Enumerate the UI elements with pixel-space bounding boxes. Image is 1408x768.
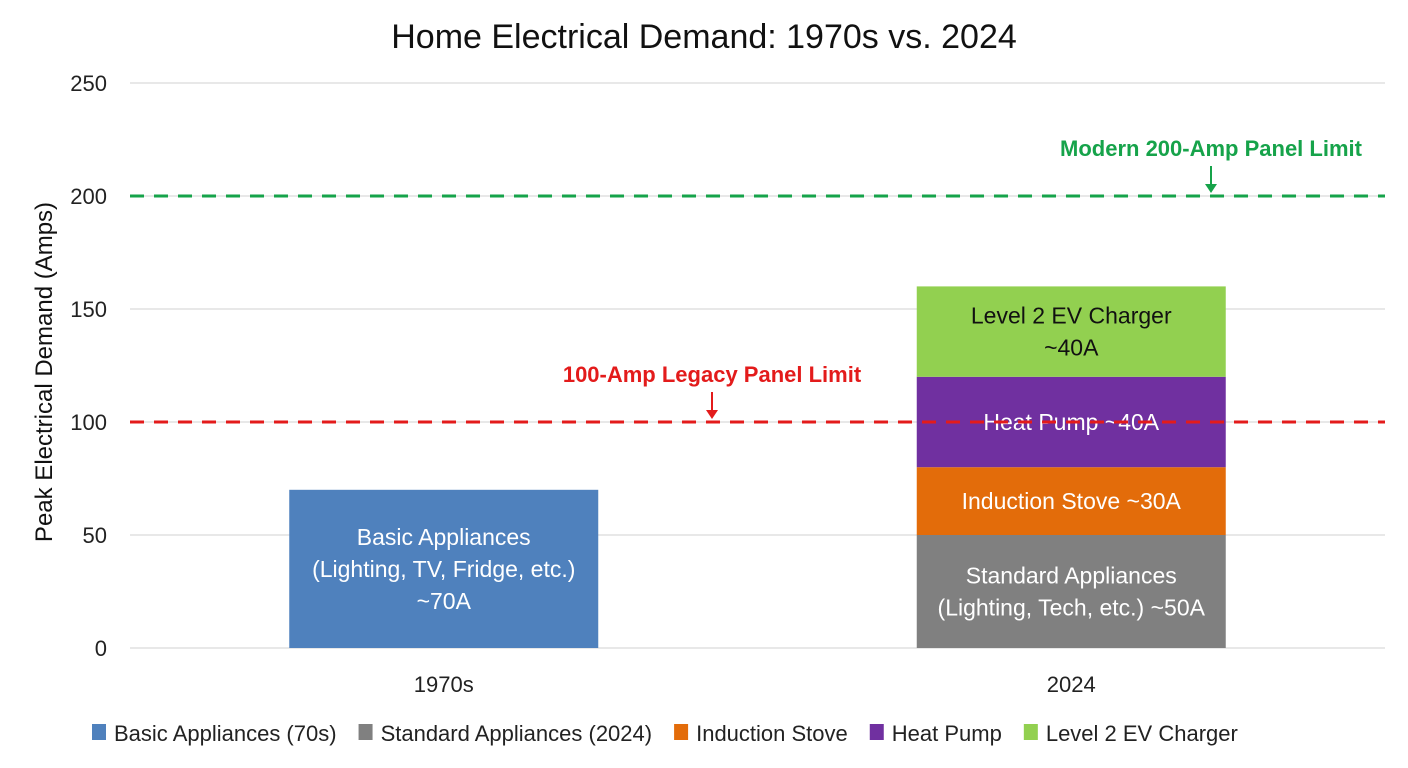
legend-swatch (1023, 724, 1038, 740)
x-tick-label: 2024 (1047, 672, 1096, 697)
legend-label: Induction Stove (696, 721, 848, 746)
bar-data-label: Standard Appliances (966, 563, 1177, 589)
y-axis-label: Peak Electrical Demand (Amps) (31, 202, 58, 542)
bar-data-label: Basic Appliances (357, 524, 531, 550)
legend-label: Heat Pump (892, 721, 1002, 746)
bar-data-label: ~40A (1044, 335, 1099, 361)
legend-swatch (92, 724, 106, 740)
bar-data-label: Level 2 EV Charger (971, 303, 1172, 329)
y-tick-label: 50 (83, 523, 107, 548)
y-tick-label: 200 (70, 184, 107, 209)
bar-data-label: Induction Stove ~30A (962, 488, 1182, 514)
legend-swatch (674, 724, 689, 740)
y-tick-label: 100 (70, 410, 107, 435)
legend-swatch (869, 724, 884, 740)
reference-line-label: 100-Amp Legacy Panel Limit (563, 362, 862, 387)
legend-label: Basic Appliances (70s) (114, 721, 337, 746)
arrow-head-icon (1205, 184, 1217, 193)
bar-data-label: ~70A (417, 588, 472, 614)
legend-swatch (358, 724, 373, 740)
legend-label: Standard Appliances (2024) (381, 721, 653, 746)
bar-data-label: (Lighting, Tech, etc.) ~50A (938, 595, 1206, 621)
bar-segment-induction-stove (916, 467, 1226, 535)
bar-segment-basic-appliances-70s- (289, 489, 599, 648)
reference-line-label: Modern 200-Amp Panel Limit (1060, 136, 1363, 161)
chart-title: Home Electrical Demand: 1970s vs. 2024 (391, 18, 1017, 56)
arrow-head-icon (706, 410, 718, 419)
y-tick-label: 250 (70, 71, 107, 96)
legend-label: Level 2 EV Charger (1046, 721, 1238, 746)
bar-segment-standard-appliances-2024- (916, 535, 1226, 648)
bar-data-label: (Lighting, TV, Fridge, etc.) (312, 556, 575, 582)
y-tick-label: 0 (95, 636, 107, 661)
bar-segment-level-2-ev-charger (916, 286, 1226, 377)
x-tick-label: 1970s (414, 672, 474, 697)
y-tick-label: 150 (70, 297, 107, 322)
